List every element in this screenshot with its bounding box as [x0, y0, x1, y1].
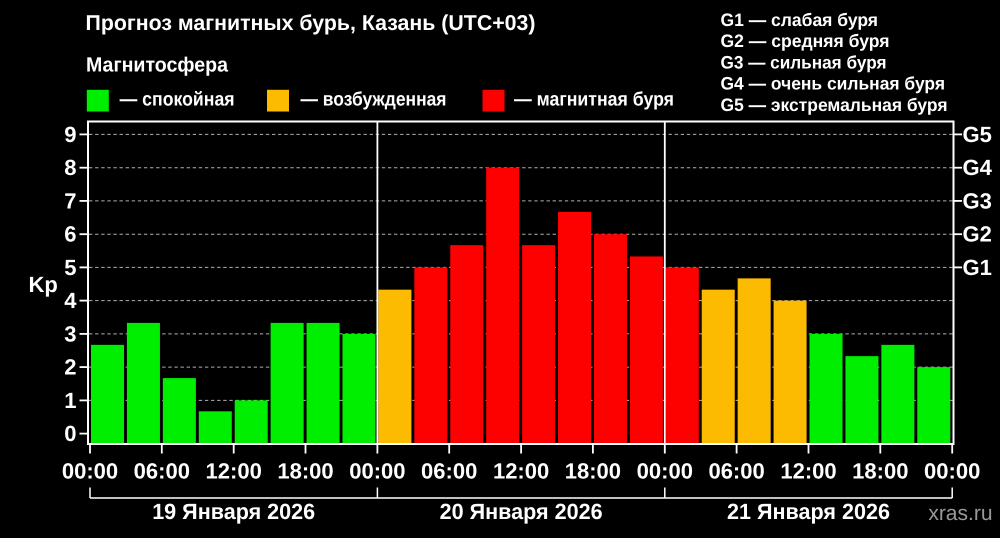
svg-text:00:00: 00:00 [62, 459, 118, 484]
svg-text:06:00: 06:00 [134, 459, 190, 484]
svg-text:06:00: 06:00 [708, 459, 764, 484]
svg-text:xras.ru: xras.ru [928, 502, 992, 525]
svg-text:6: 6 [64, 222, 76, 247]
svg-text:G4 — очень сильная буря: G4 — очень сильная буря [721, 74, 946, 94]
svg-text:1: 1 [64, 388, 76, 413]
svg-text:00:00: 00:00 [924, 459, 980, 484]
svg-text:00:00: 00:00 [349, 459, 405, 484]
svg-text:G3: G3 [963, 188, 992, 213]
svg-text:G1 — слабая буря: G1 — слабая буря [721, 10, 879, 30]
svg-text:21 Января 2026: 21 Января 2026 [727, 499, 890, 524]
svg-text:19 Января 2026: 19 Января 2026 [152, 499, 315, 524]
svg-text:00:00: 00:00 [637, 459, 693, 484]
svg-text:G2: G2 [963, 222, 992, 247]
svg-text:G2 — средняя буря: G2 — средняя буря [721, 31, 890, 51]
svg-text:0: 0 [64, 421, 76, 446]
svg-text:3: 3 [64, 321, 76, 346]
svg-text:G4: G4 [963, 155, 993, 180]
svg-text:2: 2 [64, 355, 76, 380]
svg-text:— спокойная: — спокойная [120, 88, 235, 110]
svg-text:G1: G1 [963, 255, 992, 280]
svg-text:12:00: 12:00 [780, 459, 836, 484]
svg-text:4: 4 [64, 288, 77, 313]
svg-text:06:00: 06:00 [421, 459, 477, 484]
svg-text:5: 5 [64, 255, 76, 280]
svg-text:18:00: 18:00 [565, 459, 621, 484]
svg-text:18:00: 18:00 [277, 459, 333, 484]
svg-text:18:00: 18:00 [852, 459, 908, 484]
svg-text:G3 — сильная буря: G3 — сильная буря [721, 52, 887, 72]
svg-text:Магнитосфера: Магнитосфера [86, 54, 229, 77]
svg-text:Kp: Kp [29, 272, 58, 297]
svg-text:9: 9 [64, 122, 76, 147]
svg-text:7: 7 [64, 188, 76, 213]
svg-text:G5 — экстремальная буря: G5 — экстремальная буря [721, 95, 948, 115]
svg-text:— магнитная буря: — магнитная буря [514, 88, 674, 110]
svg-text:Прогноз магнитных бурь, Казань: Прогноз магнитных бурь, Казань (UTC+03) [86, 11, 536, 35]
svg-text:— возбужденная: — возбужденная [301, 88, 447, 110]
svg-text:12:00: 12:00 [493, 459, 549, 484]
svg-text:20 Января 2026: 20 Января 2026 [440, 499, 603, 524]
svg-text:12:00: 12:00 [206, 459, 262, 484]
svg-text:8: 8 [64, 155, 76, 180]
svg-text:G5: G5 [963, 122, 992, 147]
